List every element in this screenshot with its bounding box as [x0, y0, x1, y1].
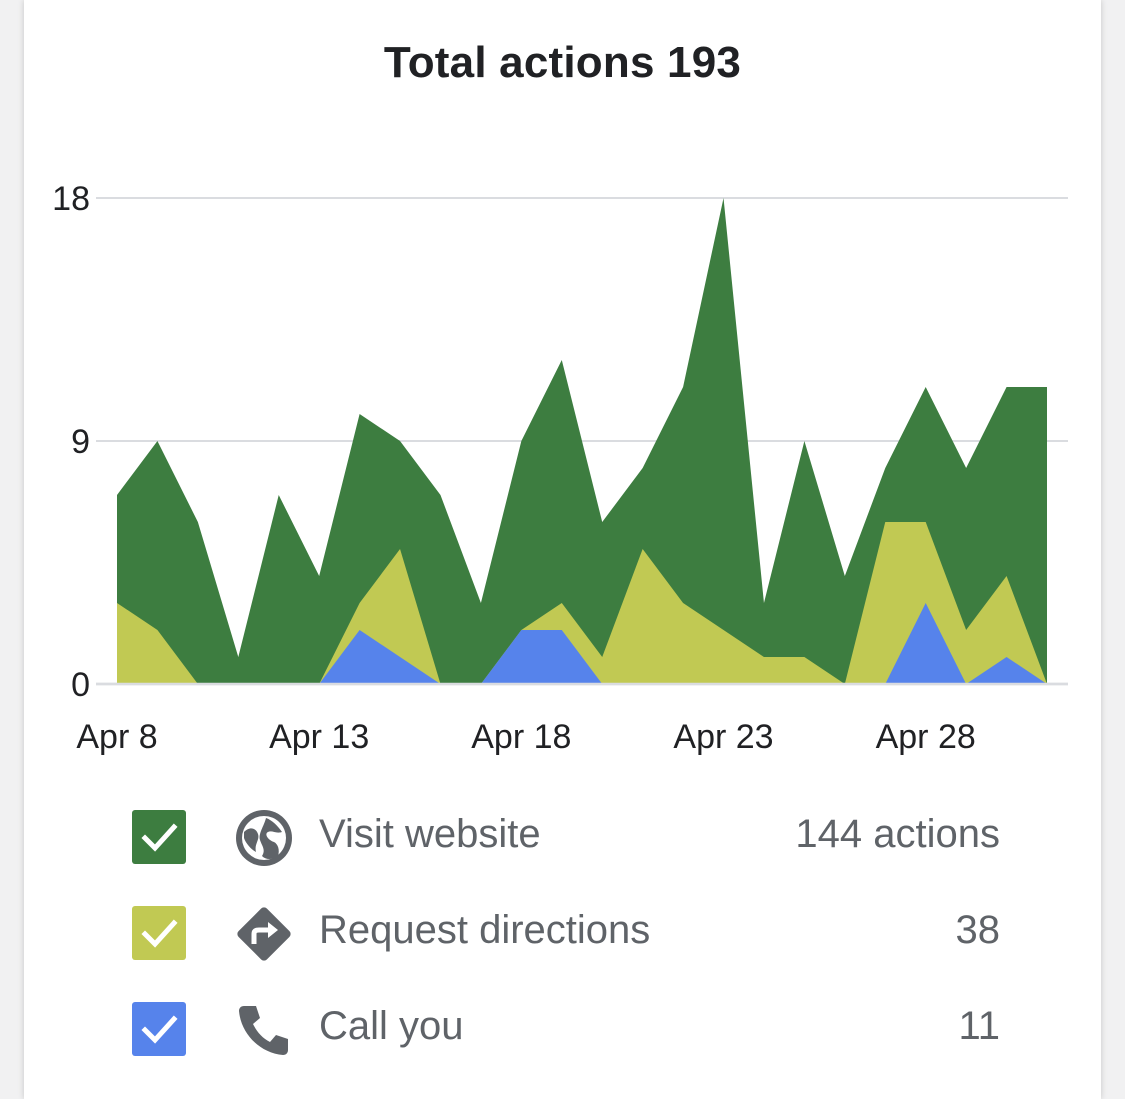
y-tick-label: 0 [71, 666, 90, 704]
legend-value-call-you: 11 [958, 1004, 1000, 1048]
request-directions-checkbox[interactable] [132, 906, 186, 960]
legend-value-visit-website: 144 actions [795, 812, 1000, 856]
chart-title: Total actions 193 [383, 38, 742, 87]
legend-label-call-you: Call you [319, 1004, 464, 1048]
y-tick-label: 18 [52, 180, 90, 218]
visit-website-checkbox[interactable] [132, 810, 186, 864]
legend-label-request-directions: Request directions [319, 908, 651, 952]
x-tick-label: Apr 23 [673, 718, 773, 756]
x-tick-label: Apr 18 [471, 718, 571, 756]
globe-icon [232, 806, 296, 870]
legend-value-request-directions: 38 [955, 908, 1001, 952]
area-series-call-you [117, 603, 1047, 684]
phone-icon [232, 998, 296, 1062]
legend-row-call-you[interactable]: Call you 11 [0, 982, 1125, 1078]
legend-label-visit-website: Visit website [319, 812, 541, 856]
legend-row-request-directions[interactable]: Request directions 38 [0, 886, 1125, 982]
x-tick-label: Apr 28 [876, 718, 976, 756]
stacked-area-chart: 0 9 18 Apr 8 Apr 13 Apr 18 Apr 23 Apr 28 [52, 180, 1068, 756]
call-you-checkbox[interactable] [132, 1002, 186, 1056]
check-icon [132, 1002, 186, 1056]
check-icon [132, 810, 186, 864]
x-tick-label: Apr 13 [269, 718, 369, 756]
y-tick-label: 9 [71, 423, 90, 461]
check-icon [132, 906, 186, 960]
x-tick-label: Apr 8 [76, 718, 157, 756]
area-series-visit-website [117, 198, 1047, 684]
directions-icon [232, 902, 296, 966]
legend-row-visit-website[interactable]: Visit website 144 actions [0, 790, 1125, 886]
